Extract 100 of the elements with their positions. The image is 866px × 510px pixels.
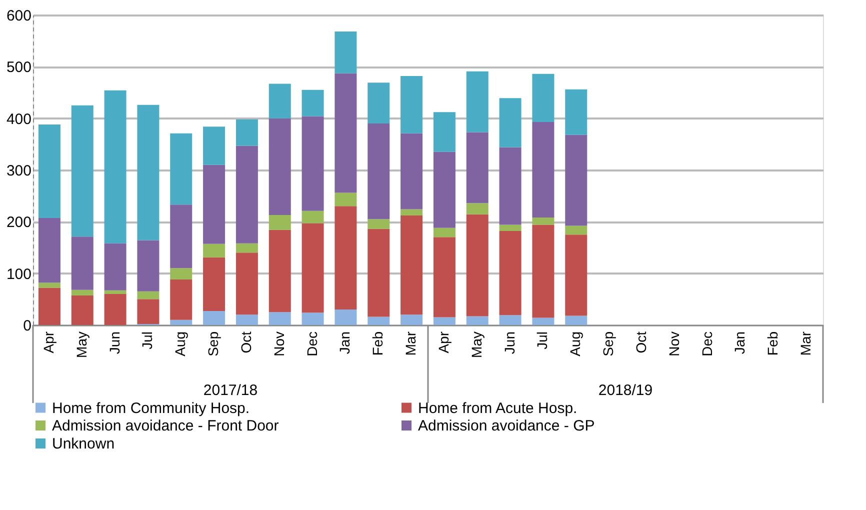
bar (137, 299, 160, 324)
bar (433, 237, 456, 318)
bar (302, 210, 324, 224)
bar (433, 112, 456, 152)
bar (334, 73, 357, 193)
x-tick-label: Nov (666, 332, 682, 356)
text: 2018/19 (598, 382, 653, 399)
x-tick-label: Mar (402, 331, 419, 356)
x-tick-label: Feb (370, 331, 386, 356)
bar (104, 90, 126, 244)
bar (203, 311, 226, 325)
bar (334, 206, 357, 310)
bar (236, 314, 258, 325)
bar (499, 147, 522, 225)
bar (532, 318, 554, 325)
x-tick-label: Jun (106, 332, 122, 354)
x-tick-label: Nov (270, 332, 287, 356)
x-tick-label: Aug (172, 332, 188, 356)
bar (532, 218, 554, 225)
bar (400, 133, 423, 210)
bar (203, 257, 226, 312)
bar (137, 291, 160, 300)
y-tick-label: 300 (6, 162, 32, 180)
bar (565, 226, 588, 235)
bar (433, 317, 456, 325)
x-tick-label: Jan (336, 332, 353, 354)
x-tick-label: May (468, 332, 484, 358)
bar (499, 315, 522, 325)
bar (433, 228, 456, 238)
bar (532, 74, 554, 122)
bar (302, 312, 324, 325)
x-tick-label: Oct (238, 331, 254, 354)
y-tick-label: 600 (6, 8, 32, 24)
bar (400, 209, 423, 216)
bar (268, 312, 291, 325)
bar (499, 98, 522, 148)
bar (302, 90, 324, 116)
bar (137, 104, 160, 240)
y-tick-label: 200 (6, 214, 32, 232)
bar (203, 244, 226, 258)
bar (236, 119, 258, 146)
bar (565, 134, 588, 226)
x-tick-label: Apr (40, 331, 56, 354)
x-tick-label: Aug (567, 332, 584, 356)
x-tick-label: Jun (501, 332, 518, 354)
y-tick-label: 400 (6, 110, 32, 128)
bar (137, 240, 160, 292)
bar (268, 84, 291, 118)
bar (268, 118, 291, 215)
legend-label: Home from Acute Hosp. (418, 400, 578, 417)
y-tick-label: 100 (6, 266, 32, 283)
bar (170, 268, 192, 280)
bar (433, 152, 456, 228)
x-tick-label: Feb (764, 331, 781, 356)
x-tick-label: Mar (798, 331, 814, 356)
legend-label: Admission avoidance - GP (418, 418, 595, 434)
x-tick-label: Oct (632, 331, 649, 354)
bar (268, 214, 291, 230)
y-tick-label: 500 (6, 59, 32, 76)
bar (400, 314, 423, 325)
bar (170, 280, 192, 320)
bar (236, 243, 258, 253)
bar (71, 105, 94, 237)
bar (170, 133, 192, 205)
bar (203, 126, 226, 165)
legend-label: Admission avoidance - Front Door (52, 418, 279, 434)
bar (368, 219, 390, 229)
bar (170, 320, 192, 325)
bar (466, 214, 488, 316)
bar (236, 252, 258, 315)
bar (104, 243, 126, 290)
bar (565, 316, 588, 325)
x-tick-label: Dec (304, 332, 320, 356)
bar (170, 204, 192, 268)
bar (466, 71, 488, 132)
y-tick-label: 0 (23, 318, 32, 334)
x-tick-label: Apr (435, 331, 452, 354)
bar (236, 146, 258, 244)
bar (334, 192, 357, 206)
bar (302, 223, 324, 313)
x-tick-label: Jan (732, 332, 748, 354)
bar (368, 82, 390, 124)
bar (38, 218, 60, 283)
legend-label: Unknown (52, 436, 115, 452)
text: 2017/18 (203, 382, 258, 399)
bar (334, 32, 357, 74)
x-tick-label: Sep (600, 331, 616, 356)
bar (302, 116, 324, 211)
x-tick-label: Jul (534, 332, 550, 350)
bar (38, 282, 60, 288)
bar (466, 316, 488, 325)
bar (532, 224, 554, 318)
bar (368, 124, 390, 220)
bar (466, 132, 488, 204)
x-tick-label: Jul (139, 332, 156, 350)
x-tick-label: Dec (698, 332, 715, 356)
bar (400, 215, 423, 315)
legend-label: Home from Community Hosp. (52, 400, 250, 417)
bar (38, 288, 60, 325)
bar (38, 124, 60, 218)
